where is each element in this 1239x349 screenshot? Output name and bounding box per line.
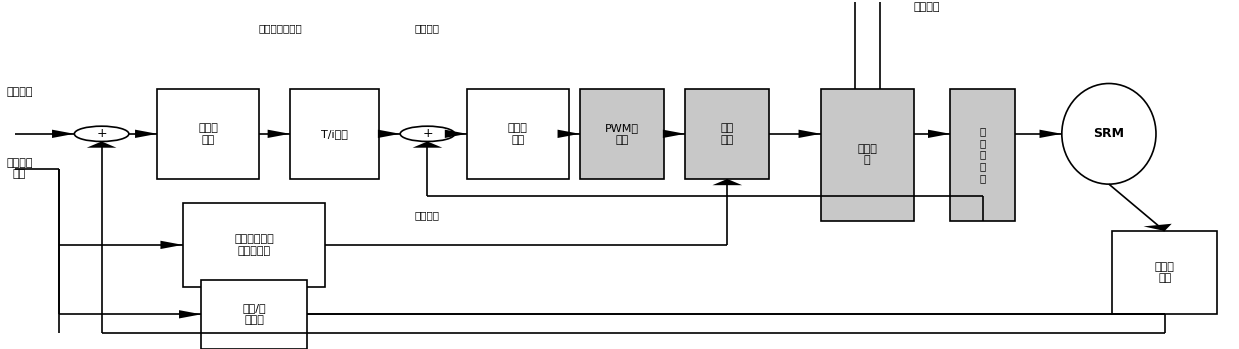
Text: 实际给定转矩值: 实际给定转矩值 [258, 23, 302, 33]
Polygon shape [413, 141, 442, 148]
Text: 开关
逻辑: 开关 逻辑 [721, 123, 733, 144]
Text: T/i计算: T/i计算 [321, 129, 348, 139]
Text: 位置传
感器: 位置传 感器 [1155, 262, 1175, 283]
Text: 电
流
传
感
器: 电 流 传 感 器 [979, 126, 986, 183]
Polygon shape [268, 130, 290, 138]
Text: 位置/速
度变换: 位置/速 度变换 [242, 304, 266, 325]
Bar [820, 89, 913, 221]
Polygon shape [178, 310, 201, 318]
Text: 给定转速: 给定转速 [6, 87, 32, 97]
Polygon shape [135, 130, 157, 138]
Text: 电流反馈: 电流反馈 [415, 210, 440, 220]
Ellipse shape [1062, 83, 1156, 184]
Circle shape [74, 126, 129, 141]
Bar [290, 89, 379, 179]
Bar [685, 89, 769, 179]
Text: 开通角和关断
角控制模块: 开通角和关断 角控制模块 [234, 234, 274, 256]
Polygon shape [445, 130, 467, 138]
Polygon shape [1040, 130, 1062, 138]
Text: 电流给定: 电流给定 [415, 23, 440, 33]
Text: 电流调
节器: 电流调 节器 [508, 123, 528, 144]
Polygon shape [798, 130, 820, 138]
Text: 电流调
节器: 电流调 节器 [198, 123, 218, 144]
Text: SRM: SRM [1093, 127, 1125, 140]
Polygon shape [87, 141, 116, 148]
Text: +: + [97, 127, 107, 140]
Text: PWM占
空比: PWM占 空比 [605, 123, 639, 144]
Text: 实际反馈
转速: 实际反馈 转速 [6, 158, 32, 179]
Bar [950, 89, 1015, 221]
Bar [1113, 231, 1217, 314]
Bar [183, 203, 325, 287]
Polygon shape [663, 130, 685, 138]
Polygon shape [378, 130, 400, 138]
Polygon shape [712, 179, 742, 185]
Polygon shape [161, 241, 183, 249]
Circle shape [400, 126, 455, 141]
Text: 开关元
件: 开关元 件 [857, 144, 877, 165]
Polygon shape [928, 130, 950, 138]
Bar [201, 280, 307, 349]
Polygon shape [558, 130, 580, 138]
Polygon shape [1144, 224, 1172, 231]
Text: +: + [422, 127, 432, 140]
Bar [467, 89, 569, 179]
Bar [157, 89, 259, 179]
Bar [580, 89, 664, 179]
Text: 直流母线: 直流母线 [913, 2, 940, 12]
Polygon shape [52, 130, 74, 138]
